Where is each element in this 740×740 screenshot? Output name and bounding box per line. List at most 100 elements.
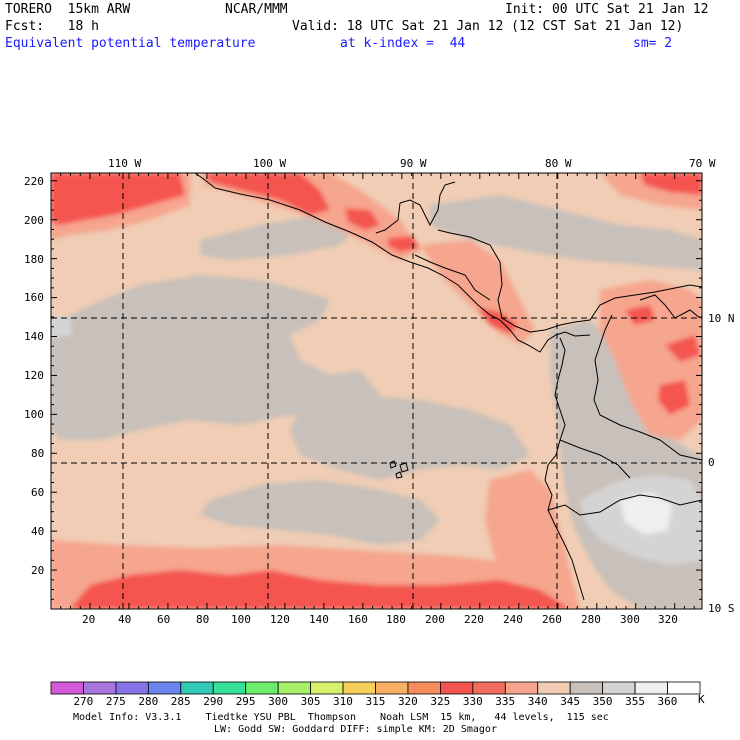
x-tick-320: 320 (658, 613, 678, 626)
colorbar-level-label: 330 (462, 695, 483, 708)
colorbar-swatch (569, 681, 604, 695)
colorbar-swatch (310, 681, 344, 695)
colorbar-level-label: 310 (333, 695, 353, 708)
colombia-venezuela-border (593, 314, 702, 461)
galapagos (389, 460, 409, 479)
x-tick-220: 220 (464, 613, 484, 626)
forecast-hour: Fcst: 18 h (5, 19, 99, 34)
x-tick-160: 160 (348, 613, 368, 626)
graticule (51, 173, 702, 609)
colorbar-swatch (472, 681, 506, 695)
colorbar-level-label: 275 (105, 695, 126, 708)
model-title: TORERO 15km ARW (5, 2, 131, 17)
field-gray-central (290, 395, 530, 480)
colorbar-level-label: 345 (560, 695, 581, 708)
colorbar-swatch (439, 681, 474, 695)
colorbar-level-label: 285 (170, 695, 191, 708)
colorbar-level-label: 335 (495, 695, 516, 708)
colorbar-swatch (115, 681, 149, 695)
model-info: Model Info: V3.3.1 Tiedtke YSU PBL Thomp… (73, 712, 609, 723)
valid-time: Valid: 18 UTC Sat 21 Jan 12 (12 CST Sat … (292, 19, 684, 34)
colorbar-swatch (407, 681, 441, 695)
peru-border (547, 494, 702, 516)
colorbar-level-label: 280 (138, 695, 159, 708)
y-tick-220: 220 (24, 175, 44, 188)
field-red-nw (51, 173, 185, 225)
lon-label-80w: 80 W (545, 157, 572, 170)
venezuela-coast (639, 294, 701, 319)
physics-info: LW: Godd SW: Goddard DIFF: simple KM: 2D… (214, 724, 497, 735)
field-red-venezuela (625, 305, 655, 325)
colorbar-swatch (667, 681, 701, 695)
x-tick-200: 200 (425, 613, 445, 626)
x-tick-100: 100 (231, 613, 251, 626)
colorbar-level-label: 340 (527, 695, 548, 708)
lon-label-110w: 110 W (108, 157, 142, 170)
colorbar-swatch (634, 681, 668, 695)
colorbar-swatch (212, 681, 247, 695)
field-gray-west (51, 275, 380, 440)
colorbar-level-label: 350 (592, 695, 613, 708)
x-tick-260: 260 (542, 613, 562, 626)
field-gray-north (200, 215, 360, 260)
colorbar-swatch (342, 681, 376, 695)
lon-label-100w: 100 W (253, 157, 287, 170)
field-red-colombia-1 (665, 335, 700, 362)
init-time: Init: 00 UTC Sat 21 Jan 12 (505, 2, 709, 17)
y-tick-120: 120 (24, 369, 44, 382)
theta-e-field (51, 173, 702, 609)
lon-label-70w: 70 W (689, 157, 716, 170)
y-tick-100: 100 (24, 408, 44, 421)
y-tick-20: 20 (31, 564, 45, 577)
colorbar-unit: K (698, 693, 705, 706)
colorbar-swatch (180, 681, 214, 695)
y-tick-80: 80 (31, 447, 45, 460)
field-red-caribbean (640, 173, 702, 195)
field-name: Equivalent potential temperature (5, 36, 256, 51)
colorbar-level-label: 290 (203, 695, 224, 708)
colorbar-swatch (245, 681, 279, 695)
lat-label-equator: 0 (708, 456, 715, 469)
y-tick-200: 200 (24, 214, 44, 227)
mexico-pacific-coast (194, 173, 591, 353)
colorbar-swatch (50, 681, 84, 695)
colorbar-level-label: 315 (365, 695, 386, 708)
field-white-sa (620, 492, 672, 535)
colorbar-swatch (83, 681, 117, 695)
field-salmon-mexico (200, 173, 420, 260)
field-gray-south (200, 480, 440, 545)
y-tick-60: 60 (31, 486, 45, 499)
y-tick-180: 180 (24, 253, 44, 266)
nicaragua-border (464, 274, 491, 301)
field-red-colombia-2 (658, 380, 690, 415)
x-tick-240: 240 (503, 613, 523, 626)
colorbar-level-label: 320 (397, 695, 418, 708)
level-index: at k-index = 44 (340, 36, 466, 51)
axis-ticks (50, 173, 702, 610)
plot-frame (50, 172, 703, 610)
lat-label-10n: 10 N (708, 312, 735, 325)
y-tick-160: 160 (24, 291, 44, 304)
x-tick-280: 280 (581, 613, 601, 626)
x-tick-40: 40 (118, 613, 132, 626)
smoothing-label: sm= 2 (633, 36, 673, 51)
colorbar-swatch (602, 681, 636, 695)
x-tick-20: 20 (82, 613, 96, 626)
x-tick-300: 300 (620, 613, 640, 626)
field-red-guatemala (345, 208, 380, 230)
colorbar-swatch (504, 681, 539, 695)
lon-label-90w: 90 W (400, 157, 427, 170)
colorbar-level-label: 355 (625, 695, 645, 708)
field-red-south (70, 570, 570, 609)
field-lightgray-pacific (51, 315, 72, 338)
colorbar-level-label: 270 (73, 695, 94, 708)
x-tick-120: 120 (270, 613, 290, 626)
colorbar-swatch (147, 681, 182, 695)
colorbar-swatch (375, 681, 409, 695)
honduras-border (414, 254, 466, 276)
field-gray-gulf (430, 195, 702, 270)
colorbar-level-label: 360 (657, 695, 678, 708)
yucatan-gulf-coast (399, 181, 456, 227)
x-tick-180: 180 (386, 613, 406, 626)
